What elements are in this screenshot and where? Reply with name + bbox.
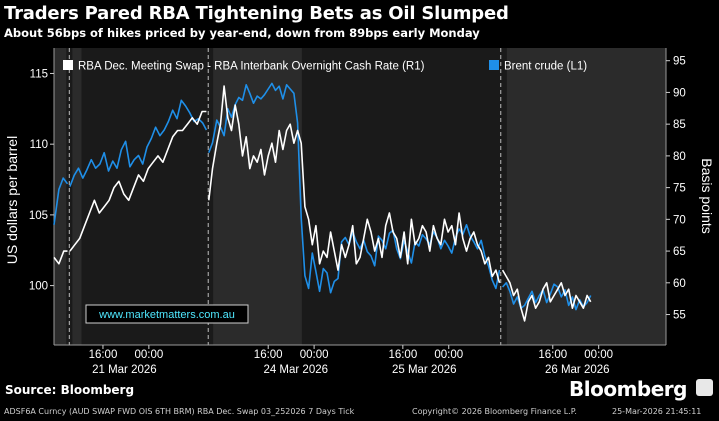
right-tick-label: 85 <box>673 119 686 131</box>
left-tick-label: 110 <box>30 139 48 151</box>
brent-crude-line-segment-1 <box>69 99 208 187</box>
right-tick-label: 95 <box>673 56 686 68</box>
right-tick-label: 80 <box>673 151 686 163</box>
session-dividers <box>68 48 502 345</box>
footer-ticker: ADSF6A Curncy (AUD SWAP FWD OIS 6TH BRM)… <box>4 407 355 416</box>
x-date-label: 26 Mar 2026 <box>545 364 610 376</box>
x-tick-label: 00:00 <box>584 349 613 361</box>
x-tick-label: 00:00 <box>300 349 329 361</box>
shaded-band-0 <box>54 48 67 345</box>
rba-swap-line-segment-3 <box>501 269 592 322</box>
right-tick-label: 60 <box>673 278 686 290</box>
axis-ticks: 100 105 110 115 55 60 65 70 75 80 85 90 95 16:00 00:00… <box>29 48 686 376</box>
series-lines <box>53 82 592 322</box>
legend-swatch-rba <box>63 60 73 70</box>
left-tick-label: 105 <box>29 210 48 222</box>
x-tick-label: 00:00 <box>434 349 463 361</box>
x-date-label: 21 Mar 2026 <box>92 364 157 376</box>
x-date-label: 24 Mar 2026 <box>263 364 328 376</box>
rba-swap-line-segment-2 <box>208 85 501 284</box>
legend-label-rba: RBA Dec. Meeting Swap - RBA Interbank Ov… <box>78 61 425 73</box>
right-tick-label: 55 <box>673 310 686 322</box>
rba-swap-line-segment-0 <box>53 250 68 265</box>
bloomberg-logo: Bloomberg <box>569 377 687 401</box>
x-tick-label: 16:00 <box>254 349 283 361</box>
shaded-band-1 <box>72 48 82 345</box>
x-tick-label: 00:00 <box>134 349 163 361</box>
source-note: Source: Bloomberg <box>5 383 135 397</box>
footer-copyright: Copyright© 2026 Bloomberg Finance L.P. <box>412 407 577 416</box>
x-date-label: 25 Mar 2026 <box>392 364 457 376</box>
legend: RBA Dec. Meeting Swap - RBA Interbank Ov… <box>63 60 587 73</box>
shaded-band-2 <box>213 48 302 345</box>
watermark-text: www.marketmatters.com.au <box>98 309 235 321</box>
footer-timestamp: 25-Mar-2026 21:45:11 <box>612 407 702 416</box>
right-tick-label: 65 <box>673 246 686 258</box>
right-tick-label: 75 <box>673 183 686 195</box>
right-tick-label: 90 <box>673 87 686 99</box>
left-axis-label: US dollars per barrel <box>4 136 20 264</box>
watermark: www.marketmatters.com.au <box>85 304 249 324</box>
legend-swatch-brent <box>489 60 499 70</box>
x-tick-label: 16:00 <box>89 349 118 361</box>
brent-crude-line-segment-3 <box>501 281 592 311</box>
left-tick-label: 100 <box>29 281 48 293</box>
chart-title: Traders Pared RBA Tightening Bets as Oil… <box>4 3 509 24</box>
watermark-box <box>85 304 249 324</box>
brent-crude-line-segment-0 <box>53 177 69 225</box>
left-tick-label: 115 <box>30 68 48 80</box>
x-tick-label: 16:00 <box>388 349 417 361</box>
bloomberg-logo-icon <box>696 379 713 396</box>
chart-subtitle: About 56bps of hikes priced by year-end,… <box>4 26 480 40</box>
x-tick-label: 16:00 <box>538 349 567 361</box>
right-axis-label: Basis points <box>699 158 715 233</box>
legend-label-brent: Brent crude (L1) <box>504 61 587 73</box>
rba-swap-line-segment-1 <box>69 110 207 252</box>
right-tick-label: 70 <box>673 214 686 226</box>
